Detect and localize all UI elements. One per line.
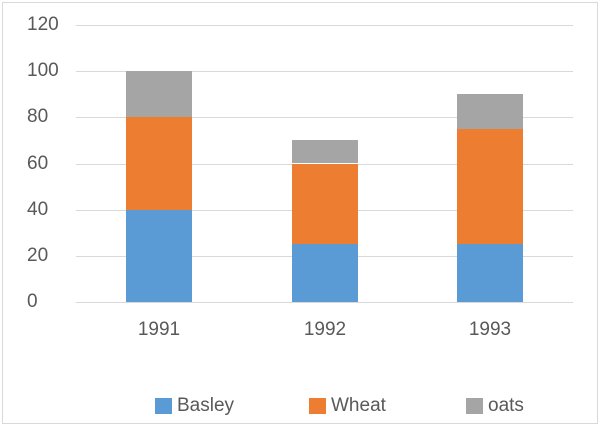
- gridline-y-100: [76, 71, 573, 72]
- gridline-y-0: [76, 302, 573, 303]
- bar-segment-oats-1991[interactable]: [126, 71, 192, 118]
- gridline-y-80: [76, 117, 573, 118]
- legend-label-wheat: Wheat: [331, 395, 386, 416]
- y-axis-tick-label-80: 80: [27, 106, 49, 127]
- bar-segment-oats-1993[interactable]: [457, 94, 523, 129]
- y-axis-tick-label-20: 20: [27, 245, 49, 266]
- x-axis-category-label-1991: 1991: [137, 319, 181, 340]
- x-axis-category-label-1993: 1993: [468, 319, 512, 340]
- bar-segment-oats-1992[interactable]: [292, 140, 358, 164]
- gridline-y-120: [76, 25, 573, 26]
- bar-segment-wheat-1992[interactable]: [292, 163, 358, 245]
- legend-swatch-wheat: [309, 398, 326, 414]
- legend-item-wheat[interactable]: Wheat: [309, 396, 386, 416]
- bar-segment-basley-1992[interactable]: [292, 244, 358, 302]
- y-axis-tick-label-120: 120: [27, 14, 59, 35]
- legend-swatch-oats: [466, 398, 483, 414]
- x-axis-category-label-1992: 1992: [303, 319, 347, 340]
- legend-label-oats: oats: [488, 395, 524, 416]
- y-axis-tick-label-100: 100: [27, 60, 59, 81]
- legend-item-oats[interactable]: oats: [466, 396, 524, 416]
- y-axis-tick-label-60: 60: [27, 153, 49, 174]
- bar-segment-wheat-1991[interactable]: [126, 117, 192, 210]
- bar-segment-wheat-1993[interactable]: [457, 128, 523, 245]
- bar-segment-basley-1993[interactable]: [457, 244, 523, 302]
- legend-item-basley[interactable]: Basley: [155, 396, 234, 416]
- legend-label-basley: Basley: [177, 395, 235, 416]
- legend-swatch-basley: [155, 398, 172, 414]
- y-axis-tick-label-40: 40: [27, 199, 49, 220]
- bar-segment-basley-1991[interactable]: [126, 209, 192, 302]
- y-axis-tick-label-0: 0: [27, 291, 38, 312]
